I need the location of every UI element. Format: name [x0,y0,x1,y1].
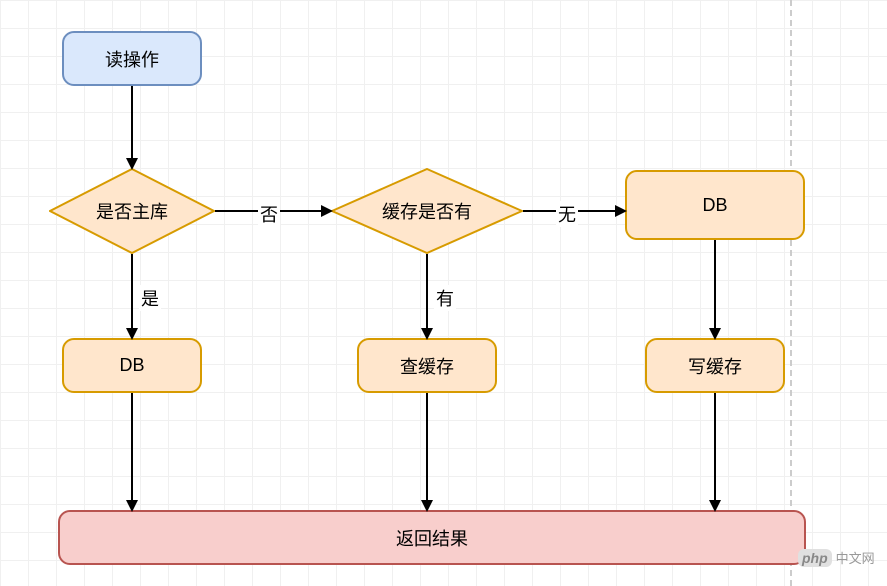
node-label: 读操作 [105,46,159,72]
node-has-cache: 缓存是否有 [331,168,523,254]
node-write-cache: 写缓存 [645,338,785,393]
edge-label: 否 [258,201,280,227]
node-db-right: DB [625,170,805,240]
watermark-text: 中文网 [836,548,875,567]
edge-label: 有 [434,285,456,311]
flowchart-canvas: 读操作 DB DB 查缓存 写缓存 返回结果 是否主库 缓存是否有 否 无是 有 p… [0,0,887,586]
edge-label: 无 [556,201,578,227]
node-label: DB [702,195,727,216]
node-label: DB [119,355,144,376]
node-db-left: DB [62,338,202,393]
node-label: 缓存是否有 [382,198,472,224]
node-start: 读操作 [62,31,202,86]
watermark: php 中文网 [798,548,875,567]
node-read-cache: 查缓存 [357,338,497,393]
edge-label: 是 [139,285,161,311]
node-label: 查缓存 [400,353,454,379]
node-label: 写缓存 [688,353,742,379]
watermark-logo: php [798,549,832,567]
node-result: 返回结果 [58,510,806,565]
node-is-main-db: 是否主库 [49,168,215,254]
node-label: 是否主库 [96,198,168,224]
node-label: 返回结果 [396,525,468,551]
